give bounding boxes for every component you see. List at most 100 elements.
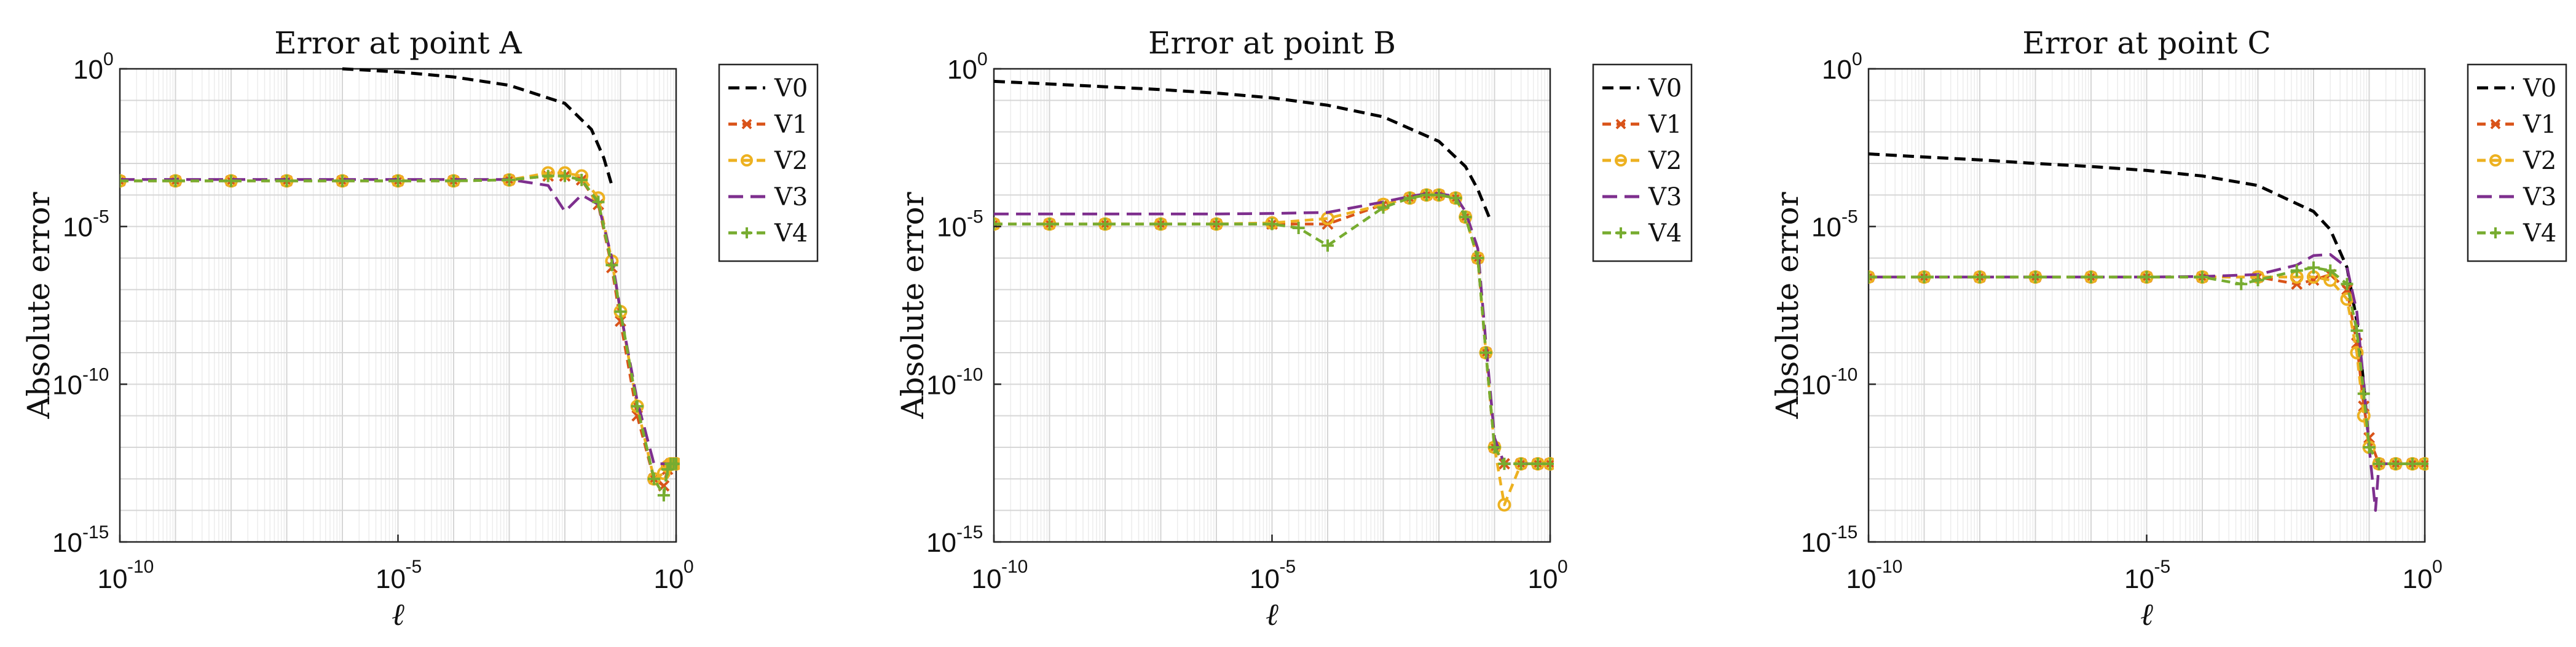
data-point-v4 bbox=[2085, 270, 2097, 283]
legend-box bbox=[2467, 63, 2567, 262]
data-point-v4 bbox=[2389, 457, 2402, 470]
data-point-v4 bbox=[1377, 201, 1390, 214]
data-point-v4 bbox=[1471, 252, 1484, 264]
y-tick-exponent: 0 bbox=[1852, 49, 1862, 69]
data-point-v4 bbox=[2235, 278, 2248, 291]
legend-label-v4: V4 bbox=[774, 219, 808, 248]
data-point-v4 bbox=[1869, 270, 1875, 283]
y-tick-label: 10 bbox=[52, 370, 82, 400]
legend-marker bbox=[2490, 227, 2501, 238]
data-point-v4 bbox=[2324, 264, 2337, 277]
y-tick-exponent: 0 bbox=[977, 49, 988, 69]
x-tick-exponent: -5 bbox=[406, 557, 422, 577]
data-point-v4 bbox=[1433, 189, 1445, 202]
data-point-v2 bbox=[2357, 409, 2371, 423]
data-point-v4 bbox=[2290, 264, 2303, 277]
data-point-v4 bbox=[1321, 239, 1334, 252]
legend-label-v4: V4 bbox=[2523, 219, 2556, 248]
x-tick-label: 10 bbox=[2124, 564, 2154, 594]
y-tick-label: 10 bbox=[937, 213, 967, 243]
y-axis-label: Absolute error bbox=[1770, 192, 1805, 419]
legend-label-v3: V3 bbox=[2523, 183, 2556, 211]
series-group bbox=[994, 79, 1554, 512]
data-point-v4 bbox=[1403, 192, 1416, 205]
y-tick-label: 10 bbox=[926, 370, 956, 400]
y-tick-exponent: -15 bbox=[1831, 522, 1857, 543]
legend-box bbox=[1592, 63, 1693, 262]
data-point-v4 bbox=[1459, 211, 1472, 224]
data-point-v4 bbox=[392, 174, 404, 187]
y-tick-label: 10 bbox=[926, 528, 956, 558]
y-tick-label: 10 bbox=[1801, 370, 1831, 400]
data-point-v4 bbox=[559, 170, 571, 182]
data-point-v4 bbox=[225, 174, 237, 187]
legend-label-v0: V0 bbox=[2523, 74, 2556, 103]
data-point-v4 bbox=[542, 170, 554, 182]
data-point-v4 bbox=[1449, 192, 1462, 205]
data-point-v4 bbox=[575, 173, 588, 186]
legend-marker bbox=[1615, 227, 1626, 238]
data-point-v4 bbox=[1498, 457, 1511, 470]
x-tick-label: 10 bbox=[376, 564, 406, 594]
data-point-v4 bbox=[2350, 324, 2363, 337]
legend-label-v0: V0 bbox=[1648, 74, 1682, 103]
data-point-v4 bbox=[447, 174, 460, 187]
data-point-v4 bbox=[1918, 270, 1931, 283]
x-tick-label: 10 bbox=[1250, 564, 1280, 594]
x-tick-exponent: 0 bbox=[683, 557, 694, 577]
data-point-v4 bbox=[605, 259, 618, 272]
y-tick-label: 10 bbox=[947, 55, 977, 85]
x-tick-exponent: -10 bbox=[127, 557, 154, 577]
data-point-v4 bbox=[614, 305, 627, 318]
data-point-v2 bbox=[2340, 292, 2354, 306]
legend-box bbox=[718, 63, 819, 262]
x-tick-exponent: -5 bbox=[1280, 557, 1296, 577]
series-group bbox=[120, 67, 680, 502]
series-line-v0 bbox=[1869, 152, 2371, 448]
x-tick-label: 10 bbox=[98, 564, 128, 594]
legend-marker bbox=[741, 154, 753, 167]
x-tick-exponent: 0 bbox=[1558, 557, 1568, 577]
series-group bbox=[1869, 152, 2428, 512]
x-axis-label: ℓ bbox=[1266, 597, 1278, 632]
data-point-v4 bbox=[994, 218, 1000, 230]
data-point-v4 bbox=[2363, 441, 2376, 453]
legend-marker bbox=[741, 227, 752, 238]
legend-label-v0: V0 bbox=[774, 74, 808, 103]
data-point-v4 bbox=[1420, 189, 1433, 202]
data-point-v4 bbox=[2357, 387, 2370, 400]
data-point-v2 bbox=[1497, 498, 1511, 512]
y-tick-exponent: -15 bbox=[956, 522, 983, 543]
y-tick-exponent: -5 bbox=[967, 207, 983, 227]
legend-marker bbox=[1615, 119, 1626, 130]
y-tick-exponent: -10 bbox=[1831, 364, 1857, 385]
data-point-v4 bbox=[120, 174, 126, 187]
data-point-v4 bbox=[2341, 278, 2353, 291]
data-point-v4 bbox=[1531, 457, 1544, 470]
data-point-v4 bbox=[2251, 273, 2264, 286]
y-tick-label: 10 bbox=[1801, 528, 1831, 558]
data-point-v4 bbox=[1544, 457, 1554, 470]
x-tick-label: 10 bbox=[2403, 564, 2433, 594]
y-axis-label: Absolute error bbox=[895, 192, 931, 419]
y-tick-exponent: -5 bbox=[93, 207, 109, 227]
data-point-v4 bbox=[1292, 222, 1305, 235]
x-tick-label: 10 bbox=[1846, 564, 1877, 594]
x-tick-exponent: 0 bbox=[2432, 557, 2443, 577]
x-tick-exponent: -5 bbox=[2154, 557, 2171, 577]
y-tick-exponent: -15 bbox=[82, 522, 109, 543]
data-point-v4 bbox=[657, 489, 670, 502]
y-tick-label: 10 bbox=[63, 213, 93, 243]
legend-label-v2: V2 bbox=[1648, 147, 1682, 175]
legend-label-v4: V4 bbox=[1648, 219, 1682, 248]
data-point-v4 bbox=[503, 173, 516, 186]
y-tick-label: 10 bbox=[52, 528, 82, 558]
y-tick-exponent: -10 bbox=[956, 364, 983, 385]
legend: V0 V1 V2 V3 V4 bbox=[2467, 63, 2567, 262]
legend-marker bbox=[2490, 119, 2501, 130]
x-tick-label: 10 bbox=[654, 564, 684, 594]
data-point-v4 bbox=[1514, 457, 1527, 470]
series-line-v4 bbox=[1869, 266, 2425, 466]
data-point-v4 bbox=[1488, 441, 1501, 453]
